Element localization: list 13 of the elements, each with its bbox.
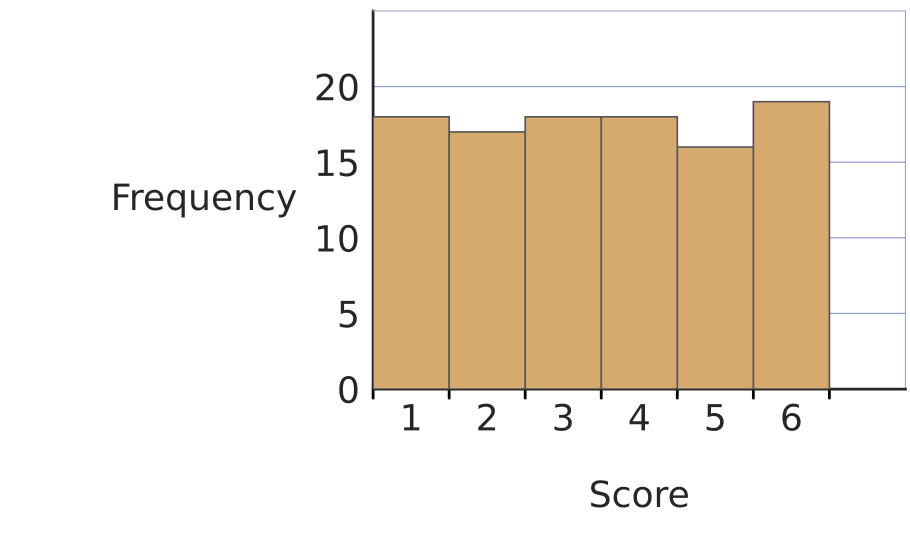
x-tick-label: 5 xyxy=(706,404,724,431)
x-axis-title: Score xyxy=(591,480,688,508)
x-tick-label: 2 xyxy=(478,404,496,430)
y-tick-label: 5 xyxy=(340,300,357,328)
y-tick-label: 0 xyxy=(339,376,358,404)
y-tick-label: 20 xyxy=(316,74,358,101)
y-tick-label: 15 xyxy=(318,150,357,176)
x-tick-label: 4 xyxy=(630,404,649,430)
x-tick-label: 3 xyxy=(554,404,572,431)
y-tick-label: 10 xyxy=(318,224,358,252)
y-axis-title: Frequency xyxy=(114,184,296,218)
x-tick-label: 1 xyxy=(404,404,420,430)
x-tick-label: 6 xyxy=(782,404,801,431)
